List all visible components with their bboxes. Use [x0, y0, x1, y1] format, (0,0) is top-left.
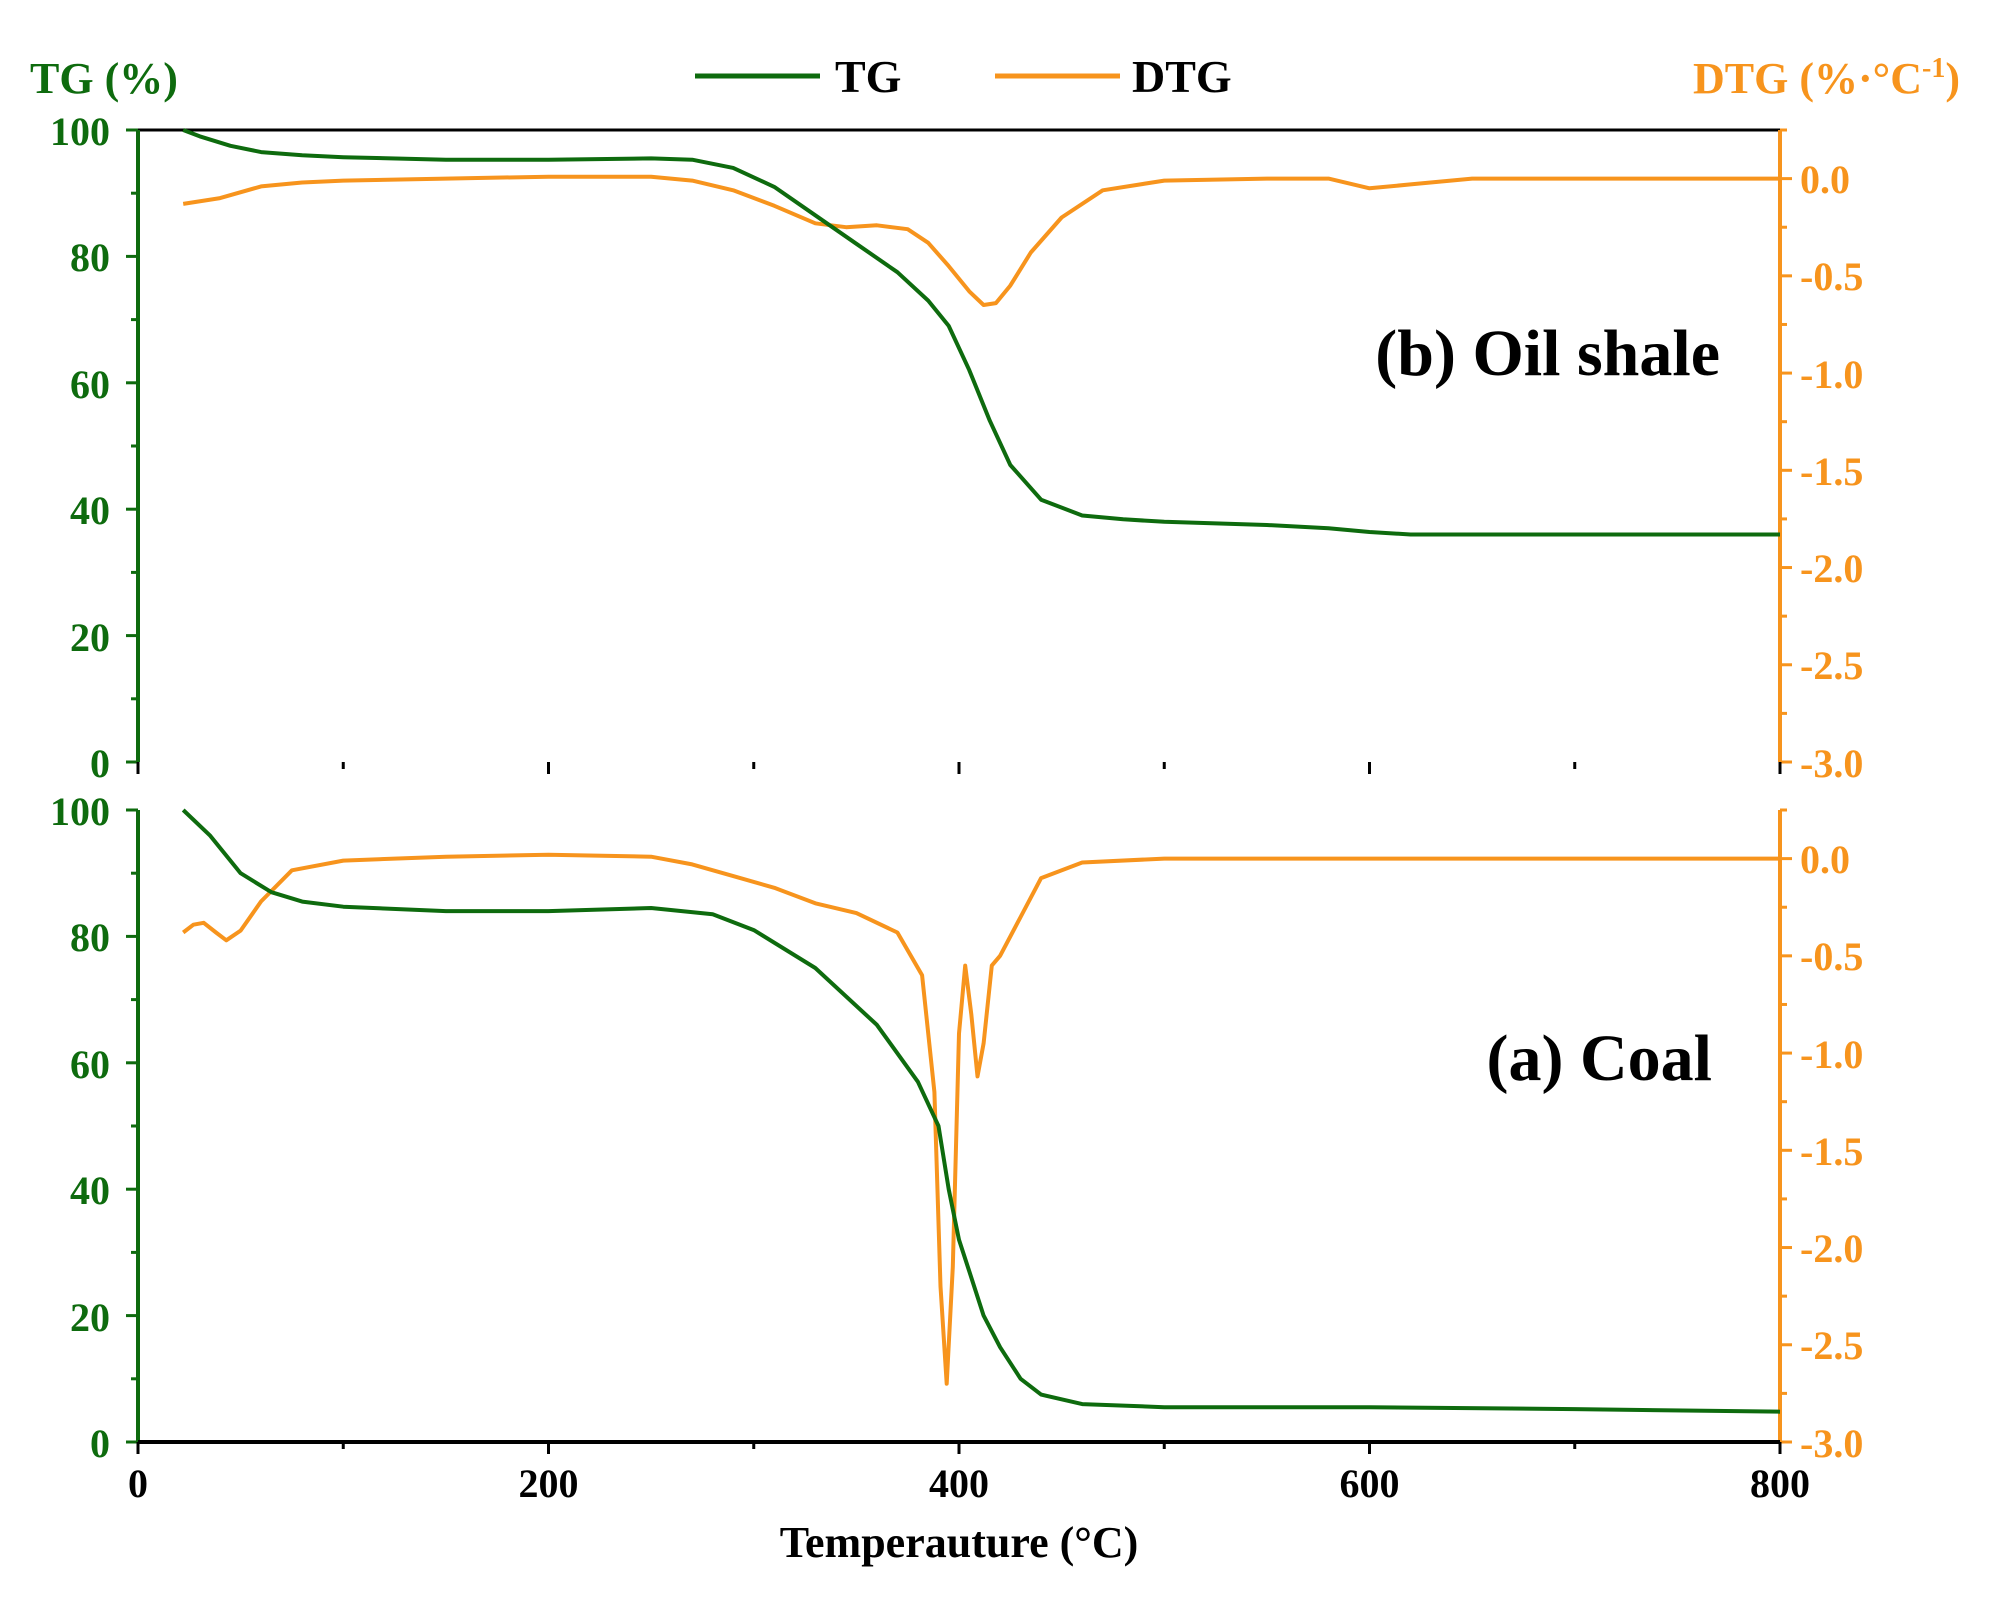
- x-tick-0: 0: [128, 1461, 148, 1506]
- bottom-tg-tick-60: 60: [70, 1042, 110, 1087]
- oil-shale-panel-label: (b) Oil shale: [1375, 317, 1720, 390]
- top-dtg-tick--0.5: -0.5: [1800, 254, 1863, 299]
- bottom-dtg-tick--3.0: -3.0: [1800, 1421, 1863, 1466]
- dtg-axis-title-main: DTG (%·°C: [1693, 54, 1922, 103]
- legend-tg-label: TG: [835, 51, 901, 102]
- bottom-dtg-tick--0.5: -0.5: [1800, 934, 1863, 979]
- top-tg-tick-20: 20: [70, 615, 110, 660]
- legend: TG DTG: [695, 51, 1232, 102]
- bottom-tg-tick-80: 80: [70, 915, 110, 960]
- top-tg-tick-40: 40: [70, 488, 110, 533]
- top-tg-tick-0: 0: [90, 741, 110, 786]
- top-dtg-tick-0.0: 0.0: [1800, 157, 1850, 202]
- oil-shale-dtg-line: [182, 174, 1780, 307]
- bottom-panel-ticks: [126, 808, 1792, 1454]
- bottom-tg-tick-40: 40: [70, 1168, 110, 1213]
- x-axis-title: Temperauture (°C): [780, 1518, 1139, 1567]
- tg-axis-title: TG (%): [30, 54, 178, 103]
- dtg-axis-title-close: ): [1945, 54, 1960, 103]
- top-dtg-tick--1.5: -1.5: [1800, 449, 1863, 494]
- bottom-tg-tick-0: 0: [90, 1421, 110, 1466]
- top-tg-tick-100: 100: [50, 109, 110, 154]
- x-tick-400: 400: [929, 1461, 989, 1506]
- coal-dtg-line: [181, 852, 1780, 1386]
- top-dtg-tick--1.0: -1.0: [1800, 352, 1863, 397]
- bottom-dtg-tick--2.0: -2.0: [1800, 1226, 1863, 1271]
- bottom-dtg-tick--1.5: -1.5: [1800, 1129, 1863, 1174]
- panel-oil-shale: 0 20 40 60 80 100 -3.0 -2.5 -2.0 -1.5 -1…: [50, 109, 1863, 786]
- oil-shale-tg-line: [182, 128, 1780, 537]
- x-tick-200: 200: [519, 1461, 579, 1506]
- top-panel-ticks: [126, 128, 1792, 774]
- coal-tg-line: [181, 808, 1781, 1414]
- top-tg-tick-80: 80: [70, 235, 110, 280]
- coal-panel-label: (a) Coal: [1487, 1022, 1712, 1095]
- x-tick-800: 800: [1750, 1461, 1810, 1506]
- bottom-tg-tick-100: 100: [50, 789, 110, 834]
- bottom-dtg-tick-0.0: 0.0: [1800, 837, 1850, 882]
- bottom-tg-tick-20: 20: [70, 1295, 110, 1340]
- top-dtg-tick--2.0: -2.0: [1800, 546, 1863, 591]
- top-dtg-tick--2.5: -2.5: [1800, 643, 1863, 688]
- legend-dtg-label: DTG: [1132, 51, 1232, 102]
- panel-coal: 0 20 40 60 80 100 -3.0 -2.5 -2.0 -1.5 -1…: [50, 789, 1863, 1466]
- top-dtg-tick--3.0: -3.0: [1800, 741, 1863, 786]
- dtg-axis-title-sup: -1: [1922, 53, 1945, 84]
- bottom-dtg-tick--1.0: -1.0: [1800, 1032, 1863, 1077]
- dtg-axis-title: DTG (%·°C-1): [1693, 53, 1960, 103]
- bottom-dtg-tick--2.5: -2.5: [1800, 1323, 1863, 1368]
- x-tick-600: 600: [1340, 1461, 1400, 1506]
- top-tg-tick-60: 60: [70, 362, 110, 407]
